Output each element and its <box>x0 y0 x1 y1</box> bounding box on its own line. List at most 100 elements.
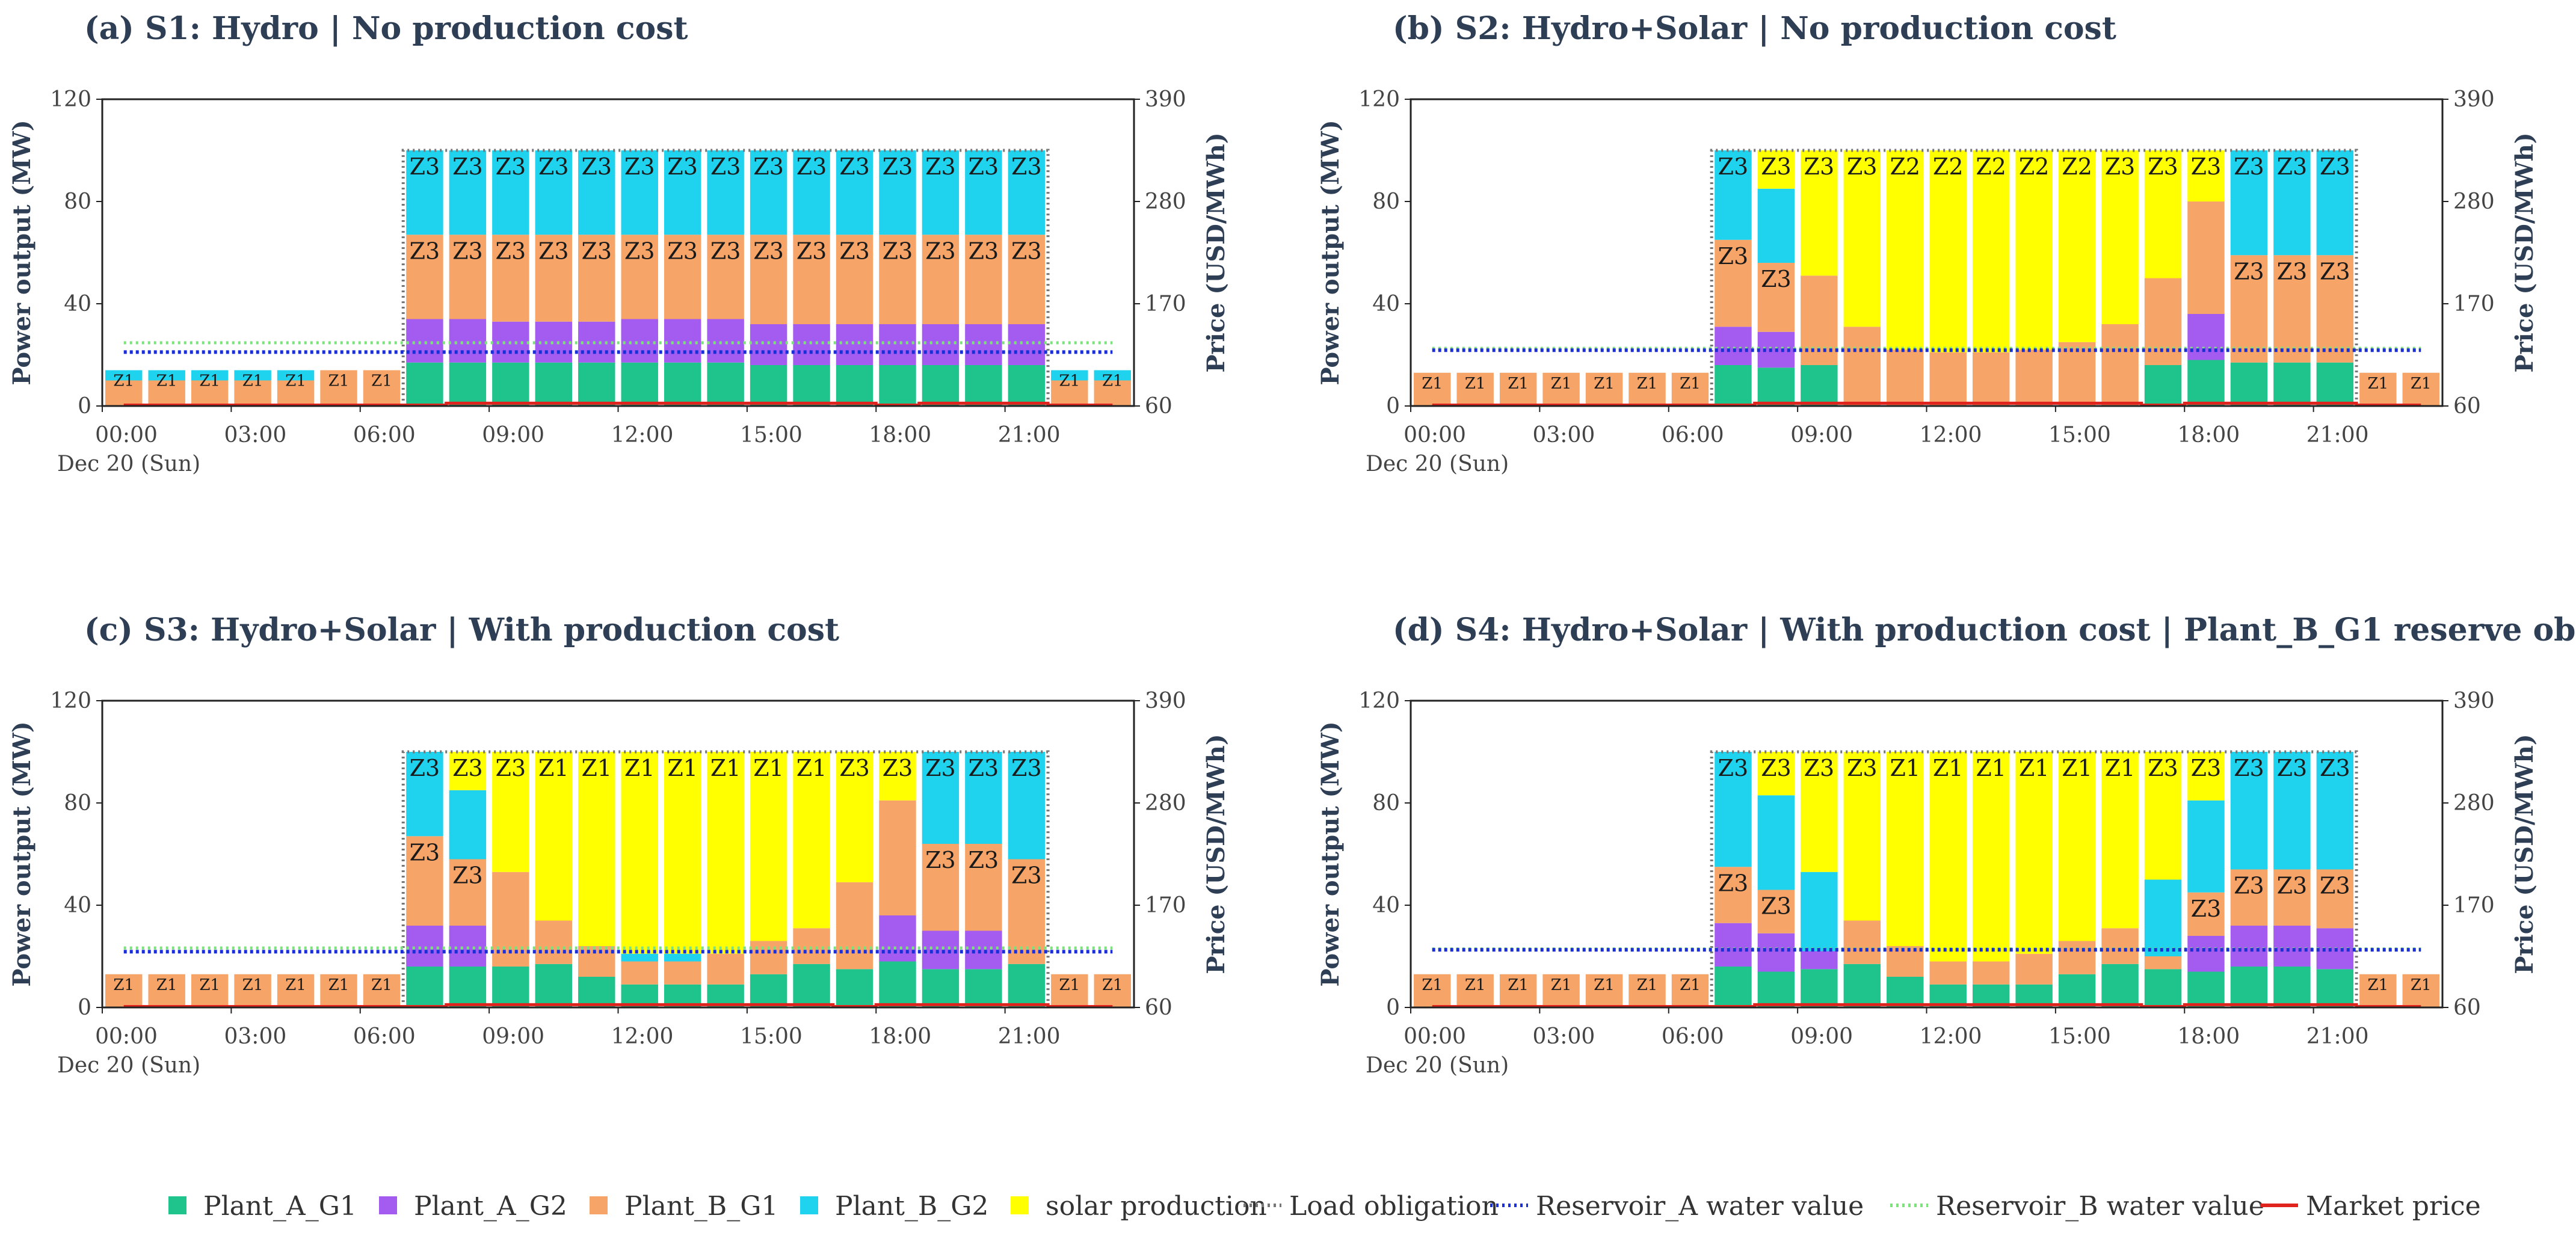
bar-plant-b-g1 <box>621 235 658 319</box>
bar-plant-a-g1 <box>535 362 573 406</box>
bar-plant-b-g1 <box>234 974 271 1007</box>
y2-tick-label: 390 <box>2453 689 2495 713</box>
bar-plant-b-g1 <box>1929 352 1967 406</box>
zone-label: Z3 <box>538 238 569 264</box>
zone-label: Z3 <box>1011 153 1042 180</box>
bar-plant-a-g2 <box>965 930 1002 970</box>
y-tick-label: 120 <box>50 689 91 713</box>
bar-plant-a-g1 <box>1715 967 1752 1007</box>
bar-plant-a-g1 <box>2230 967 2268 1007</box>
x-tick-label: 00:00 <box>1404 423 1466 447</box>
x-tick-label: 21:00 <box>2306 423 2369 447</box>
zone-label: Z3 <box>1011 862 1042 889</box>
bar-solar-production <box>2058 150 2096 342</box>
bar-solar-production <box>621 752 658 954</box>
bar-plant-a-g2 <box>922 930 960 970</box>
zone-label: Z3 <box>2277 153 2308 180</box>
y2-tick-label: 170 <box>1145 292 1186 316</box>
legend-label: Reservoir_B water value <box>1936 1191 2264 1222</box>
zone-label: Z1 <box>242 372 263 390</box>
zone-label: Z1 <box>1465 375 1486 393</box>
x-tick-label: 03:00 <box>1533 1024 1595 1049</box>
market-price-line <box>1432 1003 2421 1008</box>
bar-plant-a-g1 <box>1757 971 1795 1007</box>
panel-title: (d) S4: Hydro+Solar | With production co… <box>1393 612 2576 648</box>
x-tick-label: 21:00 <box>998 1024 1061 1049</box>
y-tick-label: 80 <box>1372 791 1400 816</box>
x-tick-label: 12:00 <box>1920 1024 1982 1049</box>
bar-plant-b-g1 <box>277 974 315 1007</box>
zone-label: Z3 <box>1718 243 1749 269</box>
bar-plant-a-g1 <box>492 967 529 1007</box>
bar-plant-b-g1 <box>965 844 1002 931</box>
zone-label: Z1 <box>113 372 134 390</box>
bar-plant-b-g1 <box>1671 372 1709 406</box>
bar-plant-a-g1 <box>2144 365 2182 406</box>
zone-label: Z3 <box>624 153 655 180</box>
bar-plant-b-g1 <box>922 235 960 324</box>
bar-plant-b-g1 <box>836 235 874 324</box>
bar-plant-a-g1 <box>1008 365 1046 406</box>
bar-plant-b-g1 <box>2230 255 2268 363</box>
bar-plant-b-g1 <box>2144 278 2182 365</box>
bar-plant-b-g1 <box>2144 956 2182 970</box>
zone-label: Z3 <box>410 153 440 180</box>
zone-label: Z1 <box>242 976 263 994</box>
zone-label: Z1 <box>1102 976 1123 994</box>
zone-label: Z3 <box>2320 755 2350 781</box>
y2-axis-label: Price (USD/MWh) <box>2510 132 2539 372</box>
bar-solar-production <box>1757 752 1795 796</box>
bar-plant-b-g1 <box>707 953 744 985</box>
zone-label: Z1 <box>538 755 569 781</box>
bar-plant-b-g1 <box>1051 380 1088 406</box>
bar-plant-b-g1 <box>578 946 615 977</box>
y-tick-label: 40 <box>64 292 91 316</box>
market-price-line <box>123 1003 1113 1008</box>
zone-label: Z3 <box>1761 266 1792 292</box>
bar-plant-a-g1 <box>965 969 1002 1007</box>
bar-plant-b-g1 <box>2273 255 2311 363</box>
zone-label: Z1 <box>371 976 392 994</box>
bar-plant-b-g2 <box>707 150 744 235</box>
bar-plant-b-g2 <box>1008 752 1046 859</box>
bar-plant-a-g1 <box>2187 971 2225 1007</box>
market-price-line <box>123 401 1113 407</box>
bar-plant-b-g2 <box>879 150 916 235</box>
bar-plant-b-g1 <box>1414 974 1451 1007</box>
zone-label: Z1 <box>2019 755 2050 781</box>
bar-plant-a-g1 <box>1843 964 1881 1007</box>
y-tick-label: 120 <box>50 87 91 112</box>
bar-plant-b-g2 <box>1051 370 1088 381</box>
bar-plant-a-g2 <box>1008 324 1046 365</box>
bar-plant-a-g2 <box>449 319 487 363</box>
zone-label: Z3 <box>969 153 999 180</box>
bar-plant-b-g1 <box>2273 869 2311 926</box>
zone-label: Z3 <box>925 755 956 781</box>
bar-plant-a-g1 <box>578 977 615 1007</box>
zone-label: Z3 <box>452 755 483 781</box>
zone-label: Z3 <box>969 755 999 781</box>
bar-plant-b-g2 <box>1094 370 1131 381</box>
bar-plant-a-g2 <box>836 324 874 365</box>
x-tick-label: 06:00 <box>353 1024 416 1049</box>
zone-label: Z1 <box>753 755 784 781</box>
panel-c: (c) S3: Hydro+Solar | With production co… <box>8 612 1230 1078</box>
bar-plant-b-g1 <box>277 380 315 406</box>
bar-solar-production <box>1843 150 1881 327</box>
zone-label: Z3 <box>710 238 741 264</box>
zone-label: Z1 <box>2411 375 2432 393</box>
bar-plant-b-g1 <box>1051 974 1088 1007</box>
y2-tick-label: 280 <box>1145 189 1186 214</box>
zone-label: Z3 <box>925 153 956 180</box>
bar-plant-a-g1 <box>406 362 443 406</box>
bar-solar-production <box>535 752 573 921</box>
bar-plant-b-g1 <box>1585 372 1623 406</box>
bar-plant-a-g2 <box>2187 314 2225 360</box>
x-tick-label: 18:00 <box>869 1024 931 1049</box>
bar-plant-a-g1 <box>2230 362 2268 406</box>
y-tick-label: 0 <box>78 995 91 1020</box>
bar-plant-b-g2 <box>1715 752 1752 867</box>
bar-plant-b-g1 <box>1929 961 1967 985</box>
x-tick-label: 03:00 <box>224 423 287 447</box>
bar-plant-a-g1 <box>449 967 487 1007</box>
